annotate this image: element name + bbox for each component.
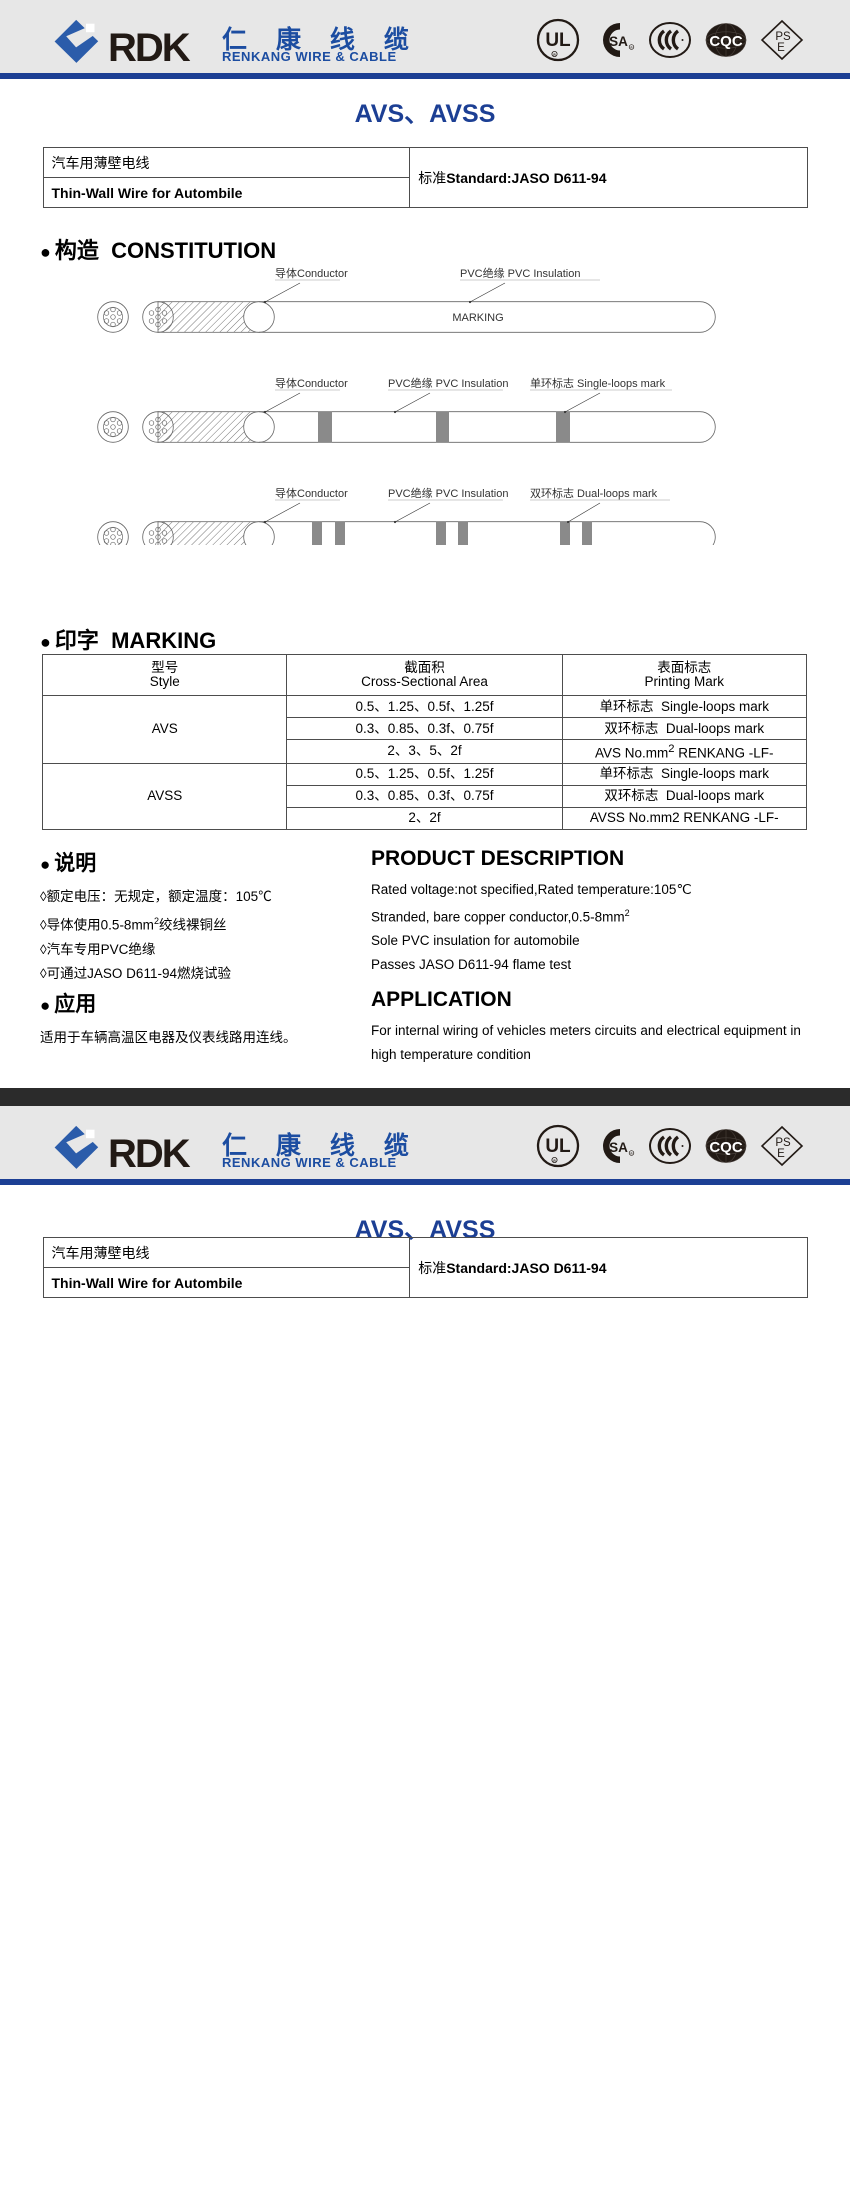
svg-text:导体Conductor: 导体Conductor	[275, 486, 348, 500]
svg-text:双环标志 Dual-loops mark: 双环标志 Dual-loops mark	[530, 486, 658, 500]
svg-text:导体Conductor: 导体Conductor	[275, 266, 348, 280]
svg-text:PVC绝缘 PVC Insulation: PVC绝缘 PVC Insulation	[388, 486, 508, 500]
svg-text:SA: SA	[609, 34, 628, 49]
svg-text:E: E	[777, 42, 785, 54]
svg-text:单环标志 Single-loops mark: 单环标志 Single-loops mark	[530, 376, 666, 390]
svg-text:CQC: CQC	[709, 1139, 743, 1156]
svg-text:UL: UL	[545, 30, 571, 51]
svg-text:PVC绝缘 PVC Insulation: PVC绝缘 PVC Insulation	[388, 376, 508, 390]
svg-text:CQC: CQC	[709, 33, 743, 50]
svg-text:导体Conductor: 导体Conductor	[275, 376, 348, 390]
svg-text:R: R	[630, 46, 632, 50]
svg-text:UL: UL	[545, 1136, 571, 1157]
svg-text:E: E	[777, 1148, 785, 1160]
svg-text:SA: SA	[609, 1140, 628, 1155]
svg-text:R: R	[630, 1152, 632, 1156]
svg-text:PVC绝缘 PVC Insulation: PVC绝缘 PVC Insulation	[460, 266, 580, 280]
svg-text:MARKING: MARKING	[452, 312, 503, 324]
